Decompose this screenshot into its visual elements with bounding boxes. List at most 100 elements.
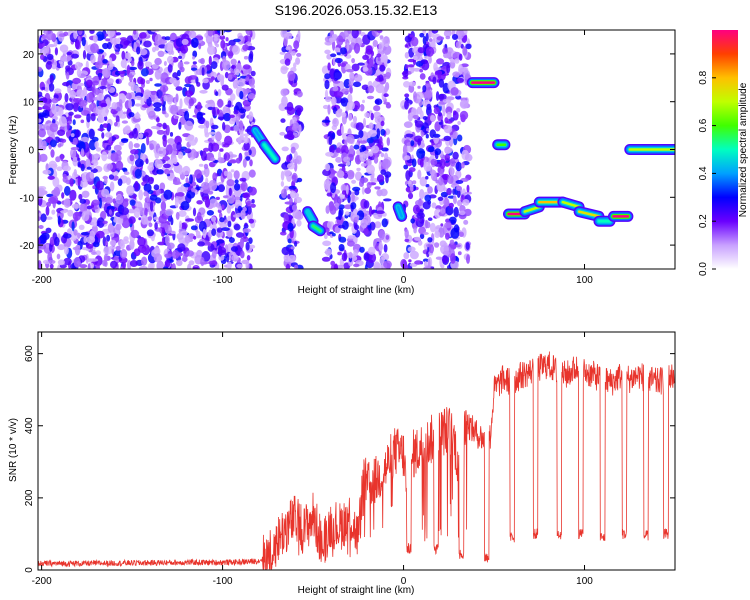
noise-blob: [429, 222, 436, 233]
noise-blob: [250, 203, 256, 208]
noise-blob: [412, 180, 417, 185]
noise-blob: [380, 152, 385, 158]
noise-blob: [63, 165, 71, 172]
noise-blob: [440, 119, 444, 129]
noise-blob: [323, 233, 328, 240]
noise-blob: [115, 43, 123, 49]
noise-blob: [447, 175, 454, 185]
noise-blob: [377, 57, 381, 62]
noise-blob: [292, 117, 297, 123]
noise-blob: [380, 188, 388, 197]
noise-blob: [242, 158, 247, 168]
noise-blob: [346, 100, 355, 111]
noise-blob: [326, 192, 333, 197]
noise-blob: [353, 249, 359, 257]
noise-blob: [109, 240, 117, 246]
noise-blob: [233, 124, 240, 132]
noise-blob: [69, 178, 74, 187]
noise-blob: [427, 258, 431, 268]
noise-blob: [147, 164, 155, 171]
noise-blob: [227, 193, 236, 204]
noise-blob: [61, 138, 67, 143]
noise-blob: [458, 231, 464, 237]
noise-blob: [163, 163, 171, 169]
noise-blob: [164, 259, 171, 268]
noise-blob: [181, 38, 189, 45]
noise-blob: [334, 91, 344, 98]
noise-blob: [178, 55, 182, 60]
noise-blob: [347, 195, 351, 204]
noise-blob: [215, 91, 219, 96]
noise-blob: [441, 255, 448, 264]
colorbar-tick-label: 0.4: [698, 166, 709, 180]
noise-blob: [213, 37, 219, 42]
noise-blob: [416, 148, 426, 159]
noise-blob: [328, 37, 336, 43]
noise-blob: [167, 138, 175, 145]
noise-blob: [242, 64, 251, 70]
noise-blob: [170, 104, 179, 116]
noise-blob: [412, 115, 420, 119]
noise-blob: [217, 89, 222, 97]
noise-blob: [64, 246, 69, 255]
noise-blob: [381, 253, 390, 261]
noise-blob: [46, 201, 51, 207]
noise-blob: [435, 256, 443, 260]
noise-blob: [248, 237, 253, 245]
noise-blob: [351, 179, 357, 184]
noise-blob: [404, 52, 410, 59]
noise-blob: [380, 169, 387, 176]
noise-blob: [384, 85, 388, 93]
noise-blob: [45, 206, 50, 216]
noise-blob: [419, 189, 425, 200]
noise-blob: [128, 141, 134, 150]
noise-blob: [417, 169, 422, 180]
noise-blob: [76, 68, 82, 78]
noise-blob: [62, 233, 72, 239]
noise-blob: [149, 143, 155, 151]
noise-blob: [248, 186, 257, 196]
noise-blob: [321, 256, 331, 262]
noise-blob: [38, 225, 44, 229]
noise-blob: [216, 108, 220, 115]
colorbar-tick-label: 0.2: [698, 214, 709, 228]
noise-blob: [246, 200, 252, 207]
noise-blob: [104, 33, 109, 37]
noise-blob: [404, 238, 410, 243]
spectrogram-x-label: Height of straight line (km): [298, 285, 415, 296]
noise-blob: [66, 51, 73, 56]
noise-blob: [383, 244, 388, 253]
noise-blob: [460, 63, 469, 68]
noise-blob: [280, 88, 288, 97]
noise-blob: [442, 250, 450, 256]
noise-blob: [188, 98, 195, 107]
noise-blob: [146, 135, 150, 146]
noise-blob: [248, 218, 255, 224]
noise-blob: [356, 167, 361, 172]
noise-blob: [374, 186, 381, 190]
noise-blob: [207, 45, 216, 55]
noise-blob: [184, 235, 191, 244]
noise-blob: [434, 148, 442, 156]
noise-blob: [419, 158, 424, 168]
noise-blob: [438, 78, 445, 88]
x-tick-label: -100: [213, 275, 233, 286]
noise-blob: [219, 148, 224, 152]
noise-blob: [243, 133, 250, 137]
noise-blob: [69, 189, 77, 201]
noise-blob: [47, 175, 55, 180]
noise-blob: [427, 40, 436, 48]
noise-blob: [69, 90, 77, 99]
noise-blob: [177, 151, 184, 159]
noise-blob: [160, 200, 167, 212]
noise-blob: [466, 254, 470, 264]
noise-blob: [453, 224, 460, 233]
colorbar-label: Normalized spectral amplitude: [738, 82, 749, 217]
noise-blob: [97, 115, 105, 124]
noise-blob: [154, 222, 158, 230]
noise-blob: [137, 236, 146, 247]
noise-blob: [417, 138, 422, 146]
noise-blob: [281, 46, 288, 53]
noise-blob: [341, 190, 347, 195]
noise-blob: [82, 50, 87, 60]
